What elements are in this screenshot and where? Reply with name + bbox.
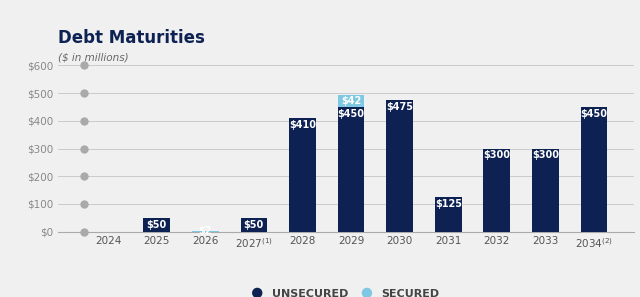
Text: $450: $450 bbox=[337, 109, 365, 119]
Text: ($ in millions): ($ in millions) bbox=[58, 52, 128, 62]
Text: Debt Maturities: Debt Maturities bbox=[58, 29, 204, 47]
Bar bbox=[143, 218, 170, 232]
Bar bbox=[532, 148, 559, 232]
Text: $300: $300 bbox=[483, 150, 510, 160]
Bar bbox=[435, 197, 461, 232]
Text: $300: $300 bbox=[532, 150, 559, 160]
Text: $125: $125 bbox=[435, 199, 462, 209]
Bar bbox=[192, 231, 219, 232]
Text: $475: $475 bbox=[386, 102, 413, 112]
Bar bbox=[387, 100, 413, 232]
Text: $42: $42 bbox=[341, 96, 361, 106]
Text: $50: $50 bbox=[244, 220, 264, 230]
Bar bbox=[580, 107, 607, 232]
Text: $410: $410 bbox=[289, 120, 316, 130]
Bar bbox=[338, 107, 364, 232]
Bar bbox=[241, 218, 268, 232]
Bar bbox=[483, 148, 510, 232]
Text: $450: $450 bbox=[580, 109, 607, 119]
Bar bbox=[338, 95, 364, 107]
Text: $50: $50 bbox=[147, 220, 167, 230]
Legend: UNSECURED, SECURED: UNSECURED, SECURED bbox=[252, 288, 440, 297]
Text: $2: $2 bbox=[198, 226, 212, 236]
Bar bbox=[289, 118, 316, 232]
